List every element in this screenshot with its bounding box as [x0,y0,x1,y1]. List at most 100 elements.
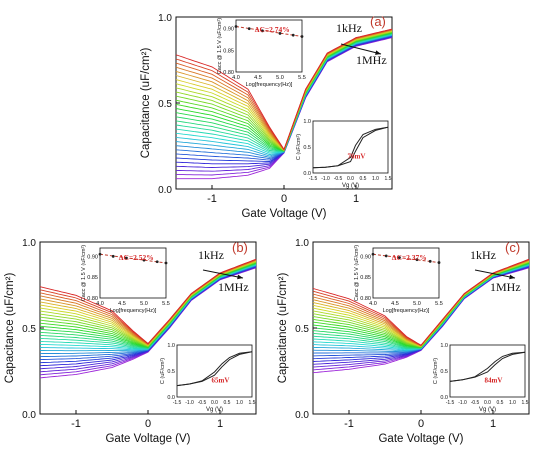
data-point [111,254,115,258]
x-axis-title: Gate Voltage (V) [378,433,463,445]
inset-x-tick-label: 1.0 [236,400,243,406]
inset-y-tick-label: 0.85 [223,48,234,54]
hysteresis-reverse [176,351,253,387]
inset-x-title: Vg (V) [479,407,496,413]
y-tick-label: 0.0 [158,185,172,196]
inset-x-tick-label: 0.0 [347,176,354,182]
inset-x-title: Vg (V) [206,407,223,413]
y-tick-label: 1.0 [295,238,309,249]
panel-letter: (a) [370,14,386,29]
inset-frame [99,247,167,299]
inset-x-tick-label: 0.0 [484,400,491,406]
arrow-head [237,274,243,280]
inset-y-tick-label: 0.85 [360,275,371,281]
delta-c-label: ΔC=2.74% [255,25,290,34]
freq-high-label: 1kHz [198,248,224,262]
y-axis-title: Capacitance (uF/cm²) [140,48,152,159]
inset-frequency: 0.80 0.85 0.90 4.0 4.5 5.0 5.5 ΔC=2.52% Log[freq… [81,245,170,314]
inset-y-title: Cacc @ 1.5 V (uF/cm²) [354,245,360,301]
freq-low-label: 1MHz [490,280,521,294]
fit-line [235,26,303,37]
data-point [164,261,168,265]
inset-x-tick-label: -0.5 [471,400,480,406]
x-tick-label: -1 [344,418,354,430]
chart-panel-3: -1 0 1 0.0 0.5 1.0 Gate Voltage (V) Capacitance… [277,238,530,445]
inset-x-tick-label: 1.5 [385,176,392,182]
inset-x-title: Vg (V) [342,183,359,189]
inset-y-tick-label: 0.80 [87,296,98,302]
y-tick-label: 1.0 [22,238,36,249]
inset-y-tick-label: 0.90 [360,254,371,260]
inset-hysteresis: 0.0 0.5 1.0 -1.5 -1.0 -0.5 0.0 0.5 1.0 1.5 76mV Vg … [296,119,392,189]
x-tick-label: 1 [490,418,496,430]
inset-x-tick-label: 1.5 [249,400,256,406]
inset-hysteresis: 0.0 0.5 1.0 -1.5 -1.0 -0.5 0.0 0.5 1.0 1.5 65mV Vg … [160,343,256,413]
data-point [247,27,251,31]
inset-y-tick-label: 1.0 [167,343,175,349]
hysteresis-label: 76mV [348,152,366,160]
inset-x-title: Log[frequency(Hz)] [110,308,157,314]
data-point [437,261,441,264]
freq-low-label: 1MHz [356,53,387,67]
inset-x-tick-label: 4.0 [369,301,377,307]
arrow-head [375,50,381,55]
x-tick-label: -1 [207,193,217,205]
inset-x-tick-label: 4.5 [254,75,262,81]
inset-x-tick-label: 4.5 [118,301,126,307]
freq-low-label: 1MHz [218,280,249,294]
inset-x-tick-label: 5.5 [298,75,306,81]
inset-x-tick-label: 0.5 [360,176,367,182]
fit-line [372,253,440,264]
inset-y-title: Cacc @ 1.5 V (uF/cm²) [217,18,223,74]
inset-x-tick-label: -1.5 [446,400,455,406]
arrow-shaft [202,269,244,279]
inset-y-tick-label: 0.0 [167,395,175,401]
freq-high-label: 1kHz [336,21,362,35]
inset-y-tick-label: 0.0 [440,395,448,401]
arrow-head [509,274,515,280]
inset-y-tick-label: 0.90 [223,27,234,33]
inset-x-tick-label: 4.0 [232,75,240,81]
inset-y-tick-label: 0.90 [87,254,98,260]
hysteresis-reverse [312,126,389,169]
y-tick-label: 0.0 [295,410,309,421]
inset-x-tick-label: 0.0 [211,400,218,406]
inset-x-tick-label: -1.0 [185,400,194,406]
x-axis-title: Gate Voltage (V) [105,433,190,445]
chart-panel-1: -1 0 1 0.0 0.5 1.0 Gate Voltage (V) Capacitance… [140,13,393,220]
y-axis-title: Capacitance (uF/cm²) [277,273,289,384]
data-point [291,33,295,37]
x-tick-label: 0 [418,418,424,430]
data-point [155,260,159,264]
data-point [125,256,128,260]
data-point [98,252,102,256]
y-tick-label: 0.5 [295,324,309,335]
y-tick-label: 0.5 [158,99,172,110]
inset-x-tick-label: 0.5 [497,400,504,406]
inset-y-tick-label: 0.5 [440,369,448,375]
inset-y-tick-label: 1.0 [440,343,448,349]
inset-x-tick-label: -1.5 [173,400,182,406]
x-tick-label: 0 [281,193,287,205]
inset-x-tick-label: 4.5 [391,301,399,307]
inset-y-tick-label: 0.0 [303,171,311,177]
arrow-shaft [340,43,382,55]
inset-y-tick-label: 1.0 [303,119,311,125]
x-axis-title: Gate Voltage (V) [241,208,326,220]
cv-curve [312,258,530,346]
chart-panel-2: -1 0 1 0.0 0.5 1.0 Gate Voltage (V) Capacitance… [4,238,257,445]
x-tick-label: 0 [145,418,151,430]
inset-x-tick-label: 1.0 [372,176,379,182]
inset-x-tick-label: -0.5 [198,400,207,406]
data-point [300,35,304,38]
inset-y-title: C (uF/cm²) [433,358,439,384]
data-point [398,256,401,259]
y-tick-label: 1.0 [158,13,172,24]
y-tick-label: 0.5 [22,324,36,335]
inset-x-tick-label: -0.5 [334,176,343,182]
inset-frequency: 0.80 0.85 0.90 4.0 4.5 5.0 5.5 ΔC=2.74% Log[freq… [217,18,306,88]
data-point [261,29,264,33]
inset-hysteresis: 0.0 0.5 1.0 -1.5 -1.0 -0.5 0.0 0.5 1.0 1.5 84mV Vg … [433,343,529,413]
panel-letter: (c) [505,240,520,255]
panel-letter: (b) [232,240,248,255]
